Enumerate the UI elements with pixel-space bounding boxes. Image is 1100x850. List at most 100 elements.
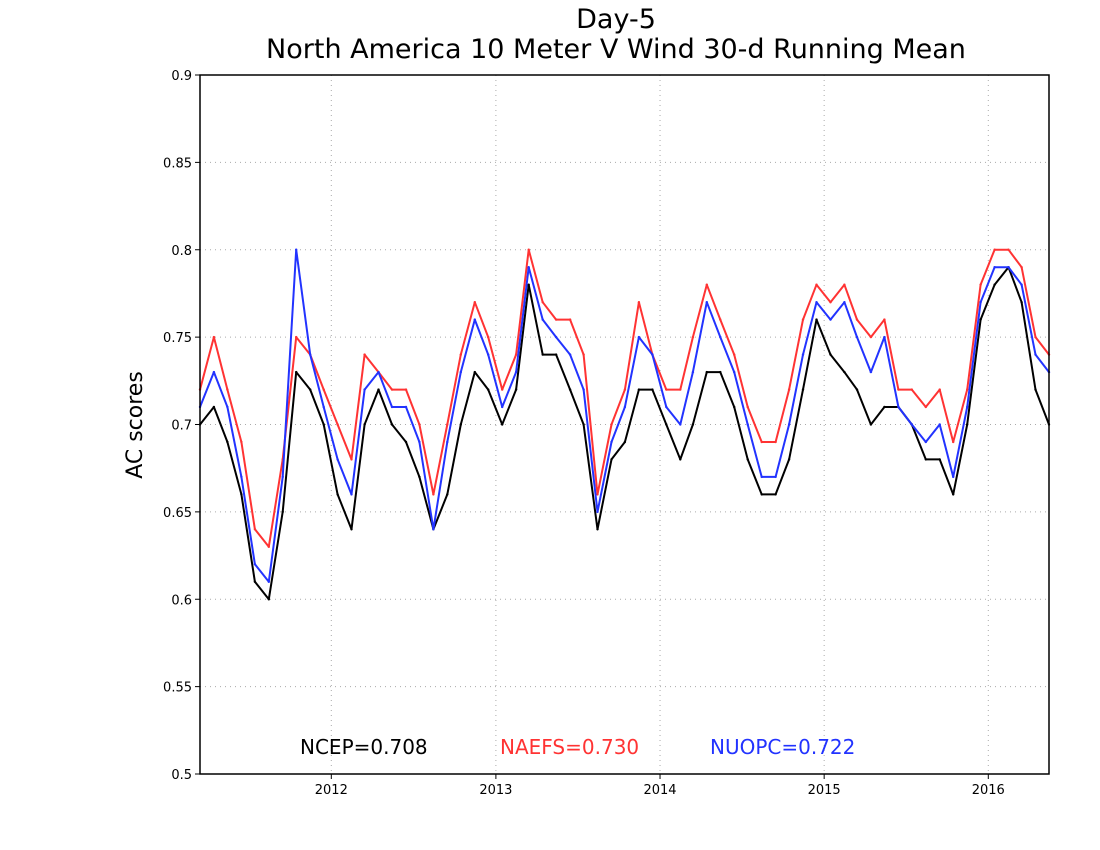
data-point-nuopc bbox=[993, 266, 996, 269]
data-point-nuopc bbox=[309, 353, 312, 356]
data-point-nuopc bbox=[815, 301, 818, 304]
data-point-nuopc bbox=[855, 335, 859, 339]
data-point-nuopc bbox=[281, 475, 284, 479]
data-point-ncep bbox=[883, 405, 886, 409]
data-point-nuopc bbox=[760, 475, 763, 479]
data-point-naefs bbox=[897, 388, 900, 391]
data-point-nuopc bbox=[473, 318, 476, 321]
data-point-ncep bbox=[610, 458, 613, 461]
data-point-nuopc bbox=[514, 370, 518, 374]
data-point-naefs bbox=[910, 388, 913, 391]
data-point-ncep bbox=[541, 353, 544, 356]
data-point-ncep bbox=[582, 423, 585, 426]
data-point-nuopc bbox=[596, 510, 599, 514]
data-point-nuopc bbox=[719, 335, 722, 339]
y-tick-label: 0.5 bbox=[171, 768, 192, 783]
data-point-ncep bbox=[390, 423, 394, 426]
data-point-nuopc bbox=[253, 563, 257, 566]
data-point-nuopc bbox=[212, 370, 216, 374]
data-point-ncep bbox=[377, 388, 380, 391]
data-point-naefs bbox=[665, 388, 668, 391]
data-point-ncep bbox=[993, 283, 996, 286]
y-tick-label: 0.75 bbox=[163, 331, 192, 346]
data-point-naefs bbox=[924, 405, 927, 409]
data-point-nuopc bbox=[705, 301, 708, 304]
data-point-nuopc bbox=[501, 405, 504, 409]
data-point-naefs bbox=[938, 388, 941, 391]
data-point-nuopc bbox=[801, 353, 805, 356]
data-point-ncep bbox=[924, 458, 927, 461]
data-point-nuopc bbox=[487, 353, 490, 356]
data-point-nuopc bbox=[651, 353, 654, 356]
data-point-nuopc bbox=[691, 370, 695, 374]
data-point-ncep bbox=[363, 423, 366, 426]
data-point-naefs bbox=[212, 335, 216, 339]
data-point-ncep bbox=[514, 388, 518, 391]
data-point-naefs bbox=[418, 423, 421, 426]
data-point-ncep bbox=[787, 458, 791, 461]
legend: NCEP=0.708 NAEFS=0.730 NUOPC=0.722 bbox=[300, 735, 855, 759]
series-line-nuopc bbox=[199, 248, 1050, 583]
x-tick-label: 2014 bbox=[643, 783, 676, 798]
data-point-naefs bbox=[623, 388, 627, 391]
data-point-naefs bbox=[774, 440, 777, 444]
data-point-nuopc bbox=[679, 423, 682, 426]
data-point-naefs bbox=[514, 353, 518, 356]
data-point-nuopc bbox=[432, 528, 435, 531]
data-point-naefs bbox=[541, 301, 544, 304]
y-tick-label: 0.9 bbox=[171, 69, 192, 84]
data-point-nuopc bbox=[623, 405, 627, 409]
y-tick-label: 0.6 bbox=[171, 593, 192, 608]
data-point-ncep bbox=[226, 440, 229, 444]
data-point-nuopc bbox=[966, 405, 969, 409]
data-point-nuopc bbox=[774, 475, 777, 479]
series-lines bbox=[198, 248, 1051, 601]
legend-entry-naefs: NAEFS=0.730 bbox=[500, 735, 639, 759]
data-point-naefs bbox=[637, 301, 641, 304]
y-axis-ticks: 0.5 0.55 0.6 0.65 0.7 0.75 0.8 0.85 0.9 bbox=[163, 69, 200, 783]
data-point-ncep bbox=[979, 318, 982, 321]
data-point-nuopc bbox=[637, 335, 641, 339]
data-point-nuopc bbox=[446, 440, 449, 444]
legend-entry-nuopc: NUOPC=0.722 bbox=[710, 735, 855, 759]
data-point-ncep bbox=[1034, 388, 1037, 391]
data-point-nuopc bbox=[924, 440, 927, 444]
data-point-naefs bbox=[554, 318, 558, 321]
chart-subtitle: North America 10 Meter V Wind 30-d Runni… bbox=[266, 34, 966, 65]
data-point-ncep bbox=[295, 370, 298, 374]
x-axis-ticks: 2012 2013 2014 2015 2016 bbox=[315, 774, 1005, 798]
data-point-nuopc bbox=[952, 475, 955, 479]
data-point-naefs bbox=[295, 335, 298, 339]
data-point-naefs bbox=[815, 283, 818, 286]
series-line-naefs bbox=[199, 248, 1050, 548]
data-point-ncep bbox=[404, 440, 408, 444]
data-point-naefs bbox=[267, 545, 270, 548]
data-point-ncep bbox=[829, 353, 832, 356]
data-point-naefs bbox=[459, 353, 462, 356]
data-point-nuopc bbox=[787, 423, 791, 426]
y-axis-label: AC scores bbox=[123, 371, 148, 479]
data-point-ncep bbox=[240, 493, 243, 496]
data-point-nuopc bbox=[733, 370, 736, 374]
data-point-nuopc bbox=[267, 580, 270, 583]
data-point-nuopc bbox=[843, 301, 846, 304]
data-point-naefs bbox=[322, 388, 325, 391]
data-point-ncep bbox=[855, 388, 859, 391]
data-point-ncep bbox=[418, 475, 421, 479]
data-point-naefs bbox=[829, 301, 832, 304]
data-point-nuopc bbox=[1007, 266, 1010, 269]
legend-entry-ncep: NCEP=0.708 bbox=[300, 735, 428, 759]
data-point-nuopc bbox=[527, 266, 530, 269]
data-point-ncep bbox=[1020, 301, 1023, 304]
x-tick-label: 2013 bbox=[479, 783, 512, 798]
data-point-ncep bbox=[501, 423, 504, 426]
data-point-naefs bbox=[719, 318, 722, 321]
data-point-naefs bbox=[1034, 335, 1037, 339]
data-point-naefs bbox=[1007, 248, 1010, 251]
data-point-ncep bbox=[705, 370, 708, 374]
data-point-naefs bbox=[1020, 266, 1023, 269]
data-point-ncep bbox=[869, 423, 873, 426]
data-point-naefs bbox=[746, 405, 749, 409]
data-point-ncep bbox=[253, 580, 257, 583]
